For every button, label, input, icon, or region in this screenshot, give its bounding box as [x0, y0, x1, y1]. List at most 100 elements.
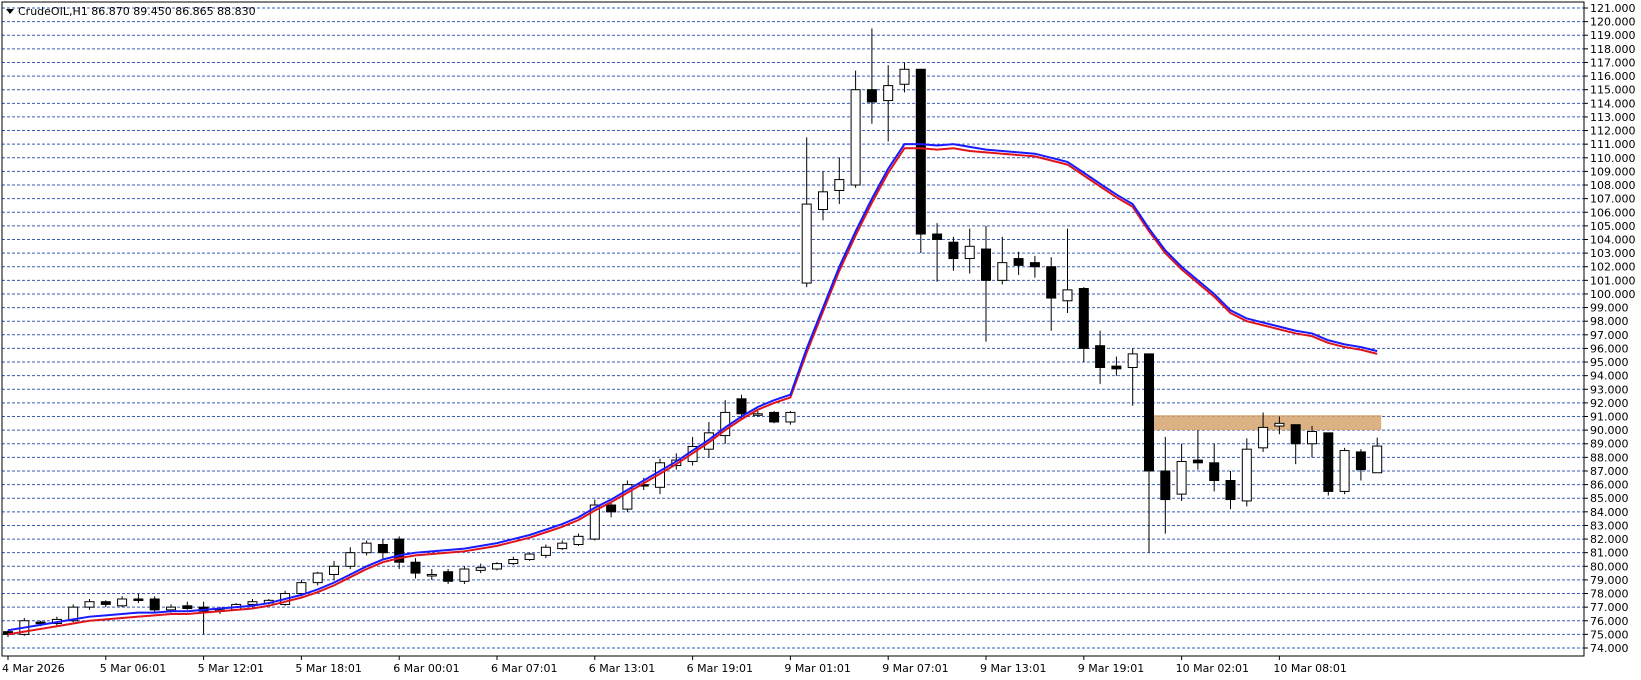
candle	[443, 569, 454, 584]
dropdown-triangle-icon[interactable]	[6, 9, 14, 14]
y-tick-label: 90.000	[1590, 424, 1629, 437]
candle	[834, 157, 845, 205]
candle	[361, 540, 372, 556]
x-tick-label: 6 Mar 07:01	[491, 662, 557, 675]
candle-body	[801, 203, 812, 284]
grid-lines	[2, 7, 1584, 649]
candle-body	[1258, 426, 1269, 449]
x-tick-label: 5 Mar 18:01	[295, 662, 361, 675]
candle	[850, 70, 861, 188]
y-tick-label: 74.000	[1590, 642, 1629, 655]
candle	[1339, 447, 1350, 495]
candle-body	[1078, 288, 1089, 349]
candle-body	[736, 398, 747, 415]
candle	[1323, 432, 1334, 496]
candle	[312, 571, 323, 586]
candle	[997, 236, 1008, 285]
candle	[899, 62, 910, 93]
candle-body	[296, 582, 307, 595]
candle-body	[1111, 365, 1122, 370]
candle	[606, 502, 617, 518]
candle	[1029, 255, 1040, 278]
candle-body	[1274, 422, 1285, 427]
candle-body	[1355, 451, 1366, 471]
candle-body	[377, 544, 388, 554]
y-tick-label: 82.000	[1590, 533, 1629, 546]
y-tick-label: 76.000	[1590, 615, 1629, 628]
candle	[459, 566, 470, 584]
y-tick-label: 91.000	[1590, 411, 1629, 424]
candle-body	[394, 538, 405, 563]
candle	[133, 593, 144, 604]
candle-body	[1225, 480, 1236, 501]
x-tick-label: 5 Mar 06:01	[100, 662, 166, 675]
candle	[785, 411, 796, 425]
candle-body	[1176, 460, 1187, 495]
y-tick-label: 120.000	[1590, 16, 1636, 29]
plot-frame	[1, 1, 1585, 657]
candle	[1078, 287, 1089, 363]
y-tick-label: 95.000	[1590, 356, 1629, 369]
candle-body	[1339, 450, 1350, 492]
y-tick-label: 102.000	[1590, 261, 1636, 274]
candle-body	[818, 191, 828, 211]
x-tick-label: 5 Mar 12:01	[198, 662, 264, 675]
candle	[1209, 443, 1220, 492]
y-tick-label: 92.000	[1590, 397, 1629, 410]
x-tick-label: 4 Mar 2026	[2, 662, 65, 675]
candle-body	[932, 233, 943, 240]
y-tick-label: 87.000	[1590, 465, 1629, 478]
y-tick-label: 105.000	[1590, 220, 1636, 233]
y-tick-label: 117.000	[1590, 56, 1636, 69]
y-tick-label: 101.000	[1590, 274, 1636, 287]
candle	[1372, 437, 1383, 474]
candle	[622, 480, 633, 512]
candle-body	[312, 572, 323, 584]
candle-body	[1029, 262, 1040, 268]
y-tick-label: 85.000	[1590, 492, 1629, 505]
candle	[410, 558, 421, 579]
candle	[1192, 430, 1203, 470]
y-tick-label: 89.000	[1590, 438, 1629, 451]
chart-title: CrudeOIL,H1 86.870 89.450 86.865 88.830	[18, 5, 256, 18]
candle	[182, 601, 193, 610]
candle	[345, 547, 356, 570]
candle	[475, 563, 486, 574]
candle-body	[850, 89, 861, 186]
candle	[377, 539, 388, 560]
candle-body	[1290, 424, 1301, 445]
x-tick-label: 10 Mar 02:01	[1176, 662, 1249, 675]
candle-body	[492, 563, 502, 570]
candle	[915, 68, 926, 254]
candle-body	[182, 605, 193, 610]
candle	[932, 223, 943, 282]
candle	[426, 569, 437, 580]
candle-body	[1144, 353, 1154, 472]
candle	[818, 171, 828, 221]
x-tick-label: 6 Mar 19:01	[687, 662, 753, 675]
candle	[492, 562, 502, 571]
candle-body	[981, 248, 991, 281]
candle-body	[329, 565, 339, 575]
candle-body	[508, 558, 519, 565]
candle-body	[703, 432, 714, 450]
y-tick-label: 93.000	[1590, 383, 1629, 396]
candle-body	[443, 571, 454, 582]
candle-body	[1062, 289, 1073, 302]
candle-body	[834, 179, 845, 191]
candle-body	[459, 568, 470, 582]
y-tick-label: 110.000	[1590, 152, 1636, 165]
y-tick-label: 113.000	[1590, 111, 1636, 124]
y-tick-label: 86.000	[1590, 479, 1629, 492]
candle	[769, 411, 780, 424]
candle	[508, 556, 519, 565]
candle	[1095, 330, 1106, 384]
candle-body	[752, 413, 763, 416]
candle-body	[410, 561, 421, 574]
candle-body	[655, 462, 665, 488]
candle-body	[557, 542, 568, 550]
y-tick-label: 104.000	[1590, 233, 1636, 246]
candle	[948, 236, 959, 271]
